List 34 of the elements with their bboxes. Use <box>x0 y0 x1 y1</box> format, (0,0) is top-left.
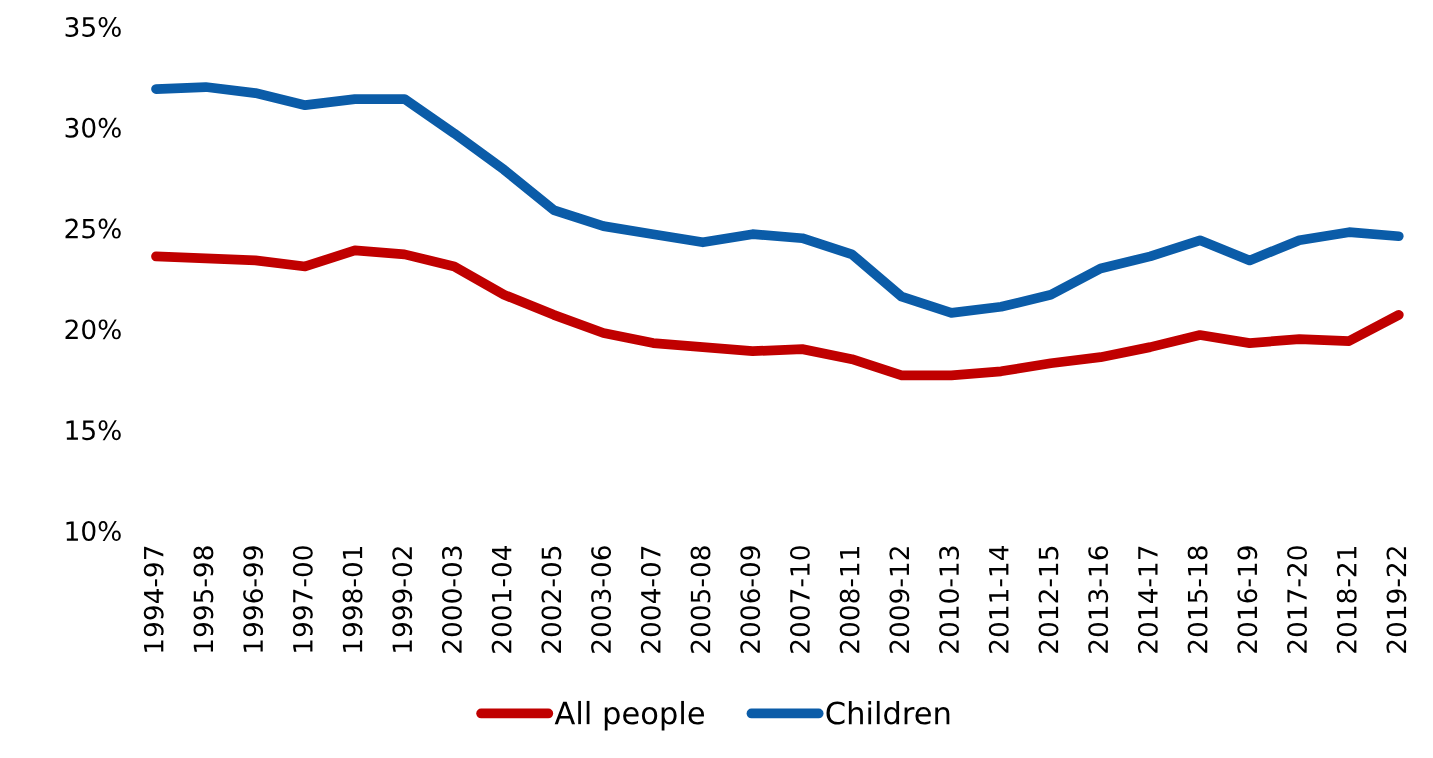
x-tick-label: 1994-97 <box>143 546 164 652</box>
x-tick-label: 2004-07 <box>640 546 661 653</box>
x-tick-label: 1995-98 <box>193 546 214 652</box>
x-tick-label: 2008-11 <box>839 546 860 653</box>
x-tick-label: 1999-02 <box>392 547 413 652</box>
x-tick-label: 1998-01 <box>342 546 363 652</box>
x-tick-label: 2010-13 <box>939 546 960 653</box>
x-tick-label: 2009-12 <box>889 547 910 653</box>
x-tick-label: 2002-05 <box>541 546 562 653</box>
x-tick-label: 2017-20 <box>1287 546 1308 653</box>
x-tick-label: 2005-08 <box>690 546 711 653</box>
x-tick-label: 2006-09 <box>740 546 761 653</box>
y-tick-label: 15% <box>66 420 121 441</box>
x-tick-label: 1997-00 <box>292 546 313 652</box>
x-tick-label: 2014-17 <box>1137 546 1158 653</box>
legend-label: Children <box>826 700 950 725</box>
y-tick-label: 10% <box>66 521 121 541</box>
x-tick-label: 2003-06 <box>591 546 612 653</box>
x-tick-label: 2001-04 <box>491 545 512 653</box>
x-tick-label: 2007-10 <box>789 546 810 653</box>
x-tick-label: 2012-15 <box>1038 546 1059 653</box>
x-tick-label: 2011-14 <box>988 545 1009 653</box>
x-tick-label: 2013-16 <box>1088 546 1109 653</box>
y-tick-label: 25% <box>65 218 121 239</box>
x-tick-label: 1996-99 <box>243 546 264 652</box>
x-tick-label: 2016-19 <box>1237 546 1258 653</box>
x-tick-label: 2015-18 <box>1187 546 1208 653</box>
x-tick-label: 2000-03 <box>441 546 462 653</box>
y-tick-label: 20% <box>65 319 121 340</box>
x-tick-label: 2018-21 <box>1336 546 1357 653</box>
legend-label: All people <box>554 700 704 731</box>
y-tick-label: 35% <box>65 16 121 37</box>
y-tick-label: 30% <box>65 117 121 138</box>
x-tick-label: 2019-22 <box>1386 547 1407 653</box>
